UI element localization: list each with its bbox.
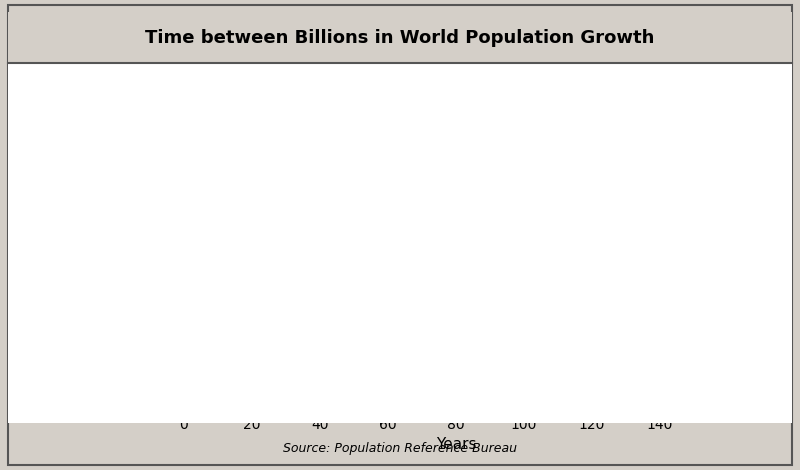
Bar [184,233,225,256]
Text: Time between Billions in World Population Growth: Time between Billions in World Populatio… [146,29,654,47]
Bar [695,80,728,409]
Bar [184,379,272,402]
Text: 15: 15 [240,201,258,215]
Text: 13: 13 [234,311,251,324]
Text: Source: Population Reference Bureau: Source: Population Reference Bureau [283,442,517,455]
Text: 12: 12 [230,237,247,251]
Text: 130: 130 [631,128,658,142]
Text: 26: 26 [278,384,295,398]
X-axis label: Years: Years [436,438,476,453]
Bar [184,196,235,220]
Text: 16: 16 [243,347,262,361]
Bar [184,159,286,183]
Bar [184,269,225,293]
Bar [184,123,626,147]
Text: 30: 30 [291,164,309,178]
Text: 12: 12 [230,274,247,288]
Bar [184,86,694,110]
Bar [184,306,228,329]
Bar [184,342,238,366]
